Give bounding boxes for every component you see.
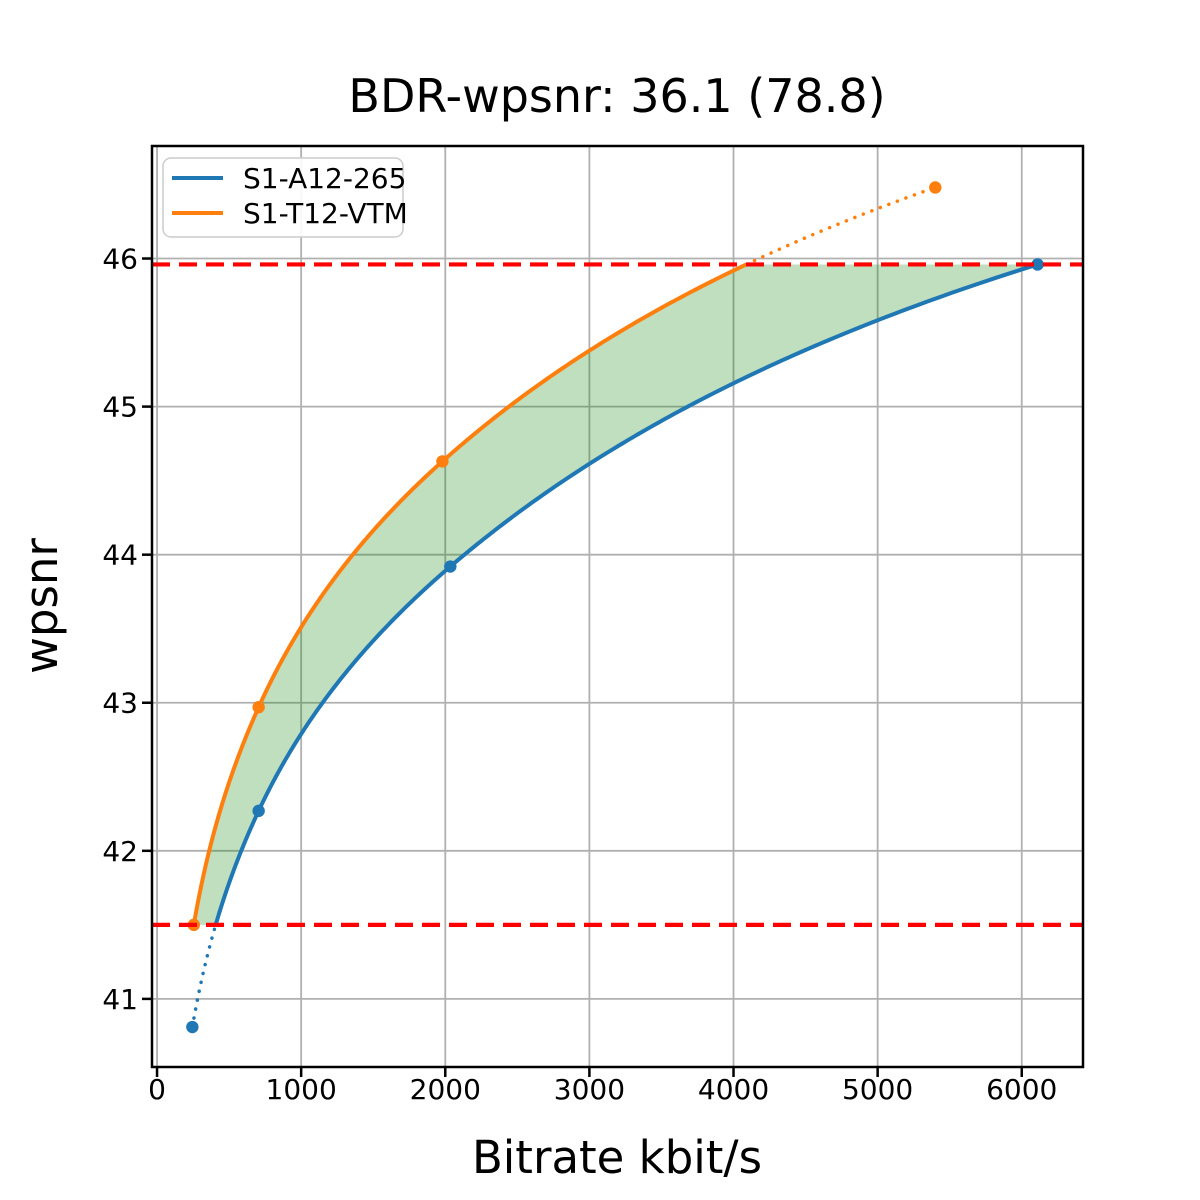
x-tick-label: 0 xyxy=(148,1073,166,1106)
y-tick-label: 41 xyxy=(102,983,138,1016)
data-point-s1-a12-265 xyxy=(1031,258,1044,271)
data-point-s1-t12-vtm xyxy=(929,181,942,194)
series-dotted-extension-s1-t12-vtm xyxy=(744,185,938,267)
data-point-s1-a12-265 xyxy=(444,560,457,573)
data-point-s1-a12-265 xyxy=(252,804,265,818)
legend-label-s1-a12-265: S1-A12-265 xyxy=(243,162,406,195)
tick-layer: 0 1000 2000 3000 4000 5000 6000 41 42 43 44 45 46 xyxy=(102,243,1057,1106)
y-tick-label: 45 xyxy=(102,391,138,424)
quality-bounds-layer xyxy=(152,262,1083,927)
legend-label-s1-t12-vtm: S1-T12-VTM xyxy=(243,197,408,230)
x-tick-label: 2000 xyxy=(410,1073,481,1106)
data-point-s1-t12-vtm xyxy=(436,455,449,468)
data-point-s1-a12-265 xyxy=(186,1020,199,1034)
y-axis-label: wpsnr xyxy=(15,538,68,674)
x-tick-label: 1000 xyxy=(266,1073,337,1106)
grid-layer xyxy=(152,146,1083,1067)
x-tick-label: 3000 xyxy=(554,1073,625,1106)
legend: S1-A12-265 S1-T12-VTM xyxy=(162,157,408,238)
chart-title: BDR-wpsnr: 36.1 (78.8) xyxy=(348,69,885,123)
y-tick-label: 46 xyxy=(102,243,138,276)
series-layer xyxy=(186,181,1044,1034)
x-tick-label: 5000 xyxy=(842,1073,913,1106)
y-tick-label: 42 xyxy=(102,835,138,868)
series-line-s1-t12-vtm xyxy=(191,262,748,926)
plot-border xyxy=(150,144,1085,1069)
bd-shaded-area xyxy=(193,264,1038,925)
series-dotted-extension-s1-a12-265 xyxy=(190,923,218,1029)
x-axis-label: Bitrate kbit/s xyxy=(472,1131,762,1184)
series-line-s1-a12-265 xyxy=(213,262,1039,926)
y-tick-label: 44 xyxy=(102,539,138,572)
bd-area-layer xyxy=(193,264,1038,925)
data-point-s1-t12-vtm xyxy=(252,700,265,714)
x-tick-label: 6000 xyxy=(986,1073,1057,1106)
y-tick-label: 43 xyxy=(102,687,138,720)
x-tick-label: 4000 xyxy=(698,1073,769,1106)
